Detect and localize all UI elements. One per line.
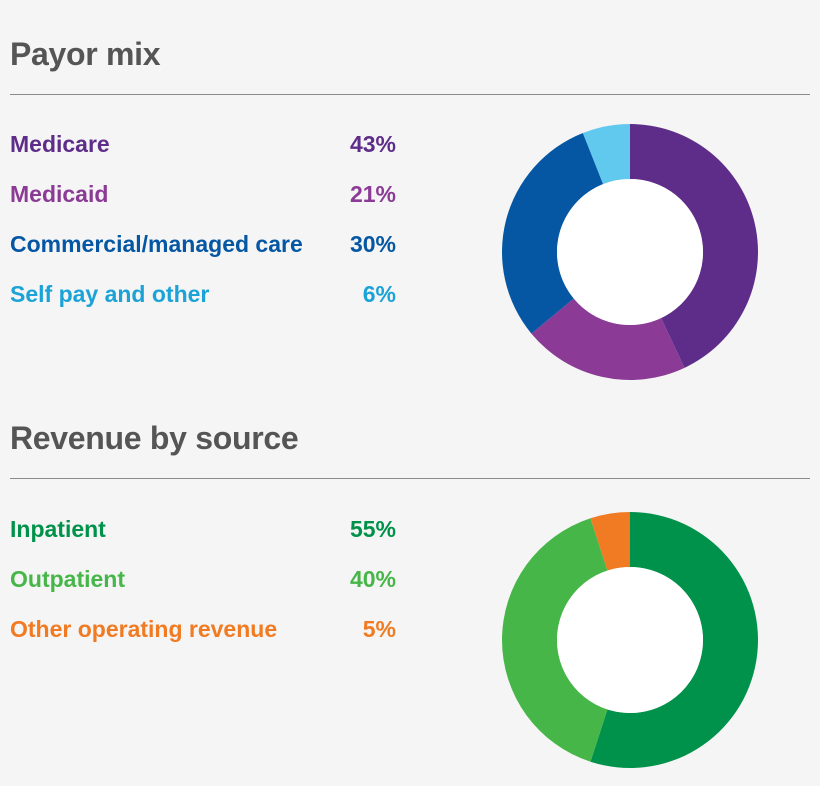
donut-slice-other-operating-revenue <box>590 512 630 571</box>
legend-value: 30% <box>349 231 396 257</box>
legend-value: 5% <box>362 616 396 642</box>
donut-slice-commercial-managed-care <box>502 132 604 334</box>
revenue-legend: Inpatient 55% Outpatient 40% Other opera… <box>10 516 396 666</box>
donut-slice-medicare <box>630 124 758 368</box>
legend-row: Commercial/managed care 30% <box>10 231 396 281</box>
legend-row: Inpatient 55% <box>10 516 396 566</box>
donut-slice-medicaid <box>531 298 685 380</box>
legend-label: Inpatient <box>10 516 106 542</box>
legend-value: 43% <box>349 131 396 157</box>
legend-value: 6% <box>362 281 396 307</box>
legend-row: Other operating revenue 5% <box>10 616 396 666</box>
payor-mix-title: Payor mix <box>10 36 161 72</box>
legend-value: 55% <box>349 516 396 542</box>
payor-mix-legend: Medicare 43% Medicaid 21% Commercial/man… <box>10 131 396 331</box>
donut-slice-outpatient <box>502 518 608 762</box>
payor-mix-donut-chart <box>500 122 760 382</box>
revenue-divider <box>10 478 810 479</box>
donut-hole <box>557 567 703 713</box>
donut-hole <box>557 179 703 325</box>
revenue-by-source-title: Revenue by source <box>10 420 299 456</box>
revenue-donut-chart <box>500 510 760 770</box>
legend-value: 40% <box>349 566 396 592</box>
donut-slice-self-pay-and-other <box>582 124 630 185</box>
payor-mix-divider <box>10 94 810 95</box>
legend-label: Other operating revenue <box>10 616 278 642</box>
legend-row: Outpatient 40% <box>10 566 396 616</box>
legend-row: Medicare 43% <box>10 131 396 181</box>
legend-label: Outpatient <box>10 566 125 592</box>
legend-value: 21% <box>349 181 396 207</box>
legend-label: Medicare <box>10 131 110 157</box>
legend-label: Commercial/managed care <box>10 231 303 257</box>
legend-row: Self pay and other 6% <box>10 281 396 331</box>
legend-label: Medicaid <box>10 181 109 207</box>
legend-row: Medicaid 21% <box>10 181 396 231</box>
legend-label: Self pay and other <box>10 281 210 307</box>
donut-slice-inpatient <box>590 512 758 768</box>
